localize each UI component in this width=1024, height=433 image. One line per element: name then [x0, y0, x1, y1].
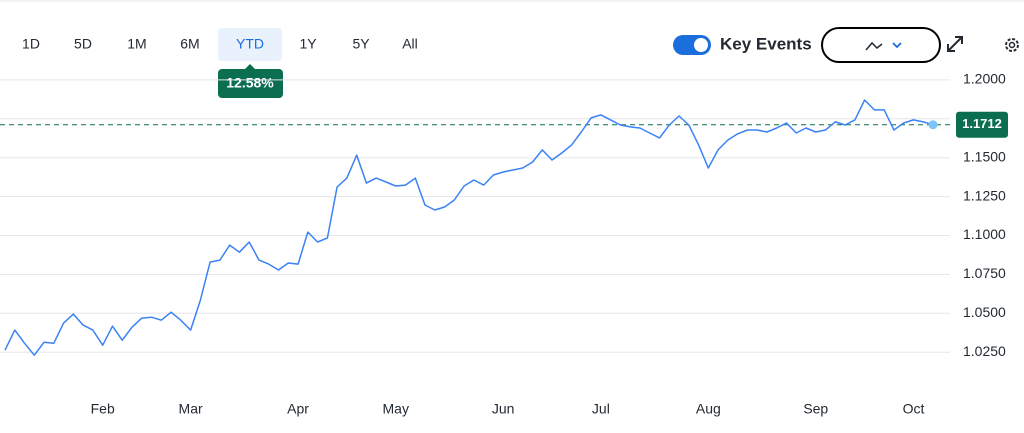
x-tick-label: Aug: [696, 401, 721, 417]
change-badge: 12.58%: [226, 75, 274, 91]
x-tick-label: Jul: [592, 401, 610, 417]
y-tick-label: 1.1000: [963, 226, 1006, 242]
x-tick-label: Jun: [492, 401, 515, 417]
expand-button[interactable]: [947, 36, 963, 52]
settings-button[interactable]: [1005, 38, 1019, 52]
last-point: [928, 120, 938, 130]
range-button[interactable]: YTD: [218, 28, 282, 61]
y-tick-label: 1.0500: [963, 304, 1006, 320]
range-label: All: [402, 36, 418, 52]
x-tick-label: May: [383, 401, 409, 417]
range-label: 5Y: [352, 36, 370, 52]
range-button[interactable]: 1D: [22, 36, 40, 52]
range-label: 6M: [180, 36, 199, 52]
range-label: 1M: [127, 36, 146, 52]
range-label: 1D: [22, 36, 40, 52]
last-price-box: [956, 111, 1008, 138]
range-button[interactable]: 1Y: [299, 36, 317, 52]
last-price-label: 1.1712: [962, 116, 1002, 131]
key-events-toggle[interactable]: [673, 35, 711, 55]
range-label: YTD: [236, 36, 264, 52]
x-tick-label: Sep: [803, 401, 828, 417]
range-highlight: [218, 28, 282, 61]
chart-type-button[interactable]: [821, 27, 941, 63]
x-tick-label: Oct: [903, 401, 925, 417]
range-label: 5D: [74, 36, 92, 52]
range-button[interactable]: 5Y: [352, 36, 370, 52]
range-label: 1Y: [299, 36, 317, 52]
y-tick-label: 1.0750: [963, 265, 1006, 281]
price-line: [4, 99, 934, 356]
y-tick-label: 1.0250: [963, 343, 1006, 359]
key-events-label: Key Events: [720, 34, 812, 53]
x-tick-label: Feb: [91, 401, 115, 417]
range-button[interactable]: 6M: [180, 36, 199, 52]
x-tick-label: Apr: [287, 401, 309, 417]
x-tick-label: Mar: [179, 401, 203, 417]
y-tick-label: 1.2000: [963, 71, 1006, 87]
badge-pointer: [244, 64, 256, 70]
change-badge-bg: [218, 69, 283, 98]
range-button[interactable]: 1M: [127, 36, 146, 52]
toggle-knob: [694, 38, 708, 52]
y-tick-label: 1.1250: [963, 187, 1006, 203]
y-tick-label: 1.1500: [963, 148, 1006, 164]
range-button[interactable]: 5D: [74, 36, 92, 52]
range-button[interactable]: All: [402, 36, 418, 52]
